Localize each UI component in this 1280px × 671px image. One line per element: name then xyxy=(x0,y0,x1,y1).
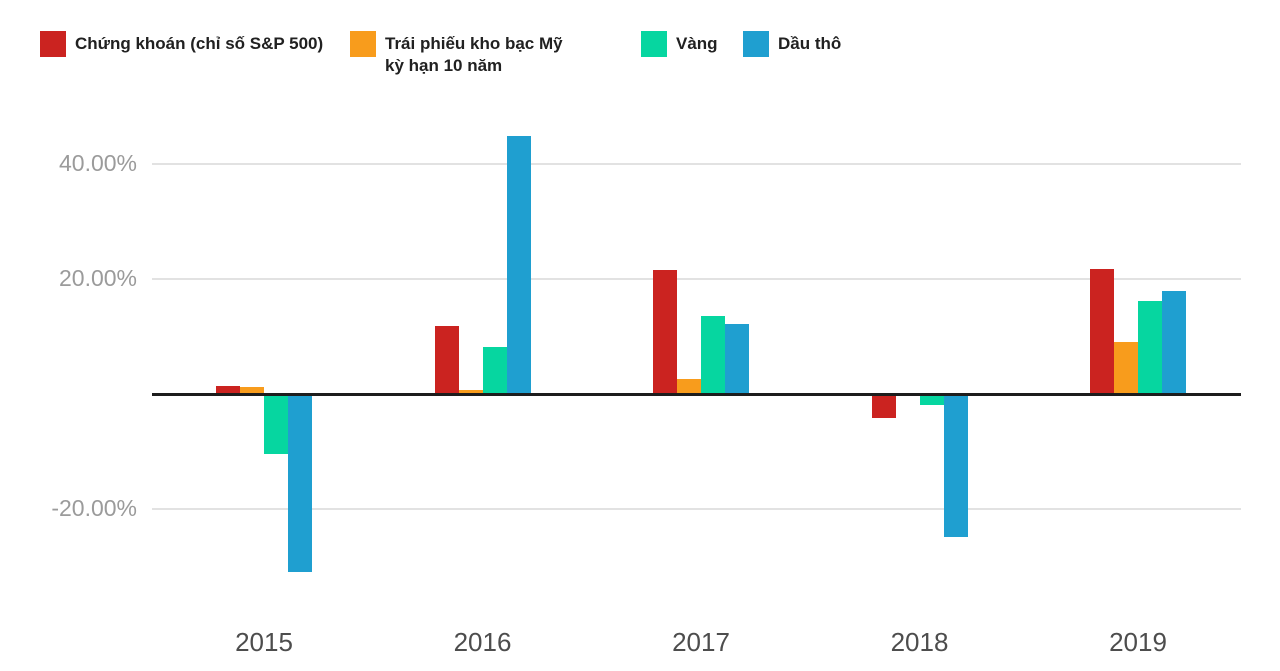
bar-2019-series-3[interactable] xyxy=(1162,291,1186,394)
bar-2015-series-0[interactable] xyxy=(216,385,240,394)
bar-2019-series-2[interactable] xyxy=(1138,301,1162,394)
x-axis-label-2015: 2015 xyxy=(235,627,293,657)
bar-2017-series-0[interactable] xyxy=(653,269,677,394)
x-axis-label-2017: 2017 xyxy=(672,627,730,657)
legend-item-label: Vàng xyxy=(676,34,718,53)
bar-2017-series-1[interactable] xyxy=(677,379,701,394)
y-axis-tick-label: 20.00% xyxy=(58,265,137,291)
x-axis-label-2016: 2016 xyxy=(453,627,512,657)
legend-item-2[interactable]: Vàng xyxy=(641,31,718,57)
gridline--20 xyxy=(152,508,1241,510)
legend-item-label: Trái phiếu kho bạc Mỹ kỳ hạn 10 năm xyxy=(385,34,563,75)
bar-2015-series-1[interactable] xyxy=(240,387,264,394)
bar-2018-series-3[interactable] xyxy=(943,394,968,537)
bar-2017-series-3[interactable] xyxy=(725,323,749,394)
legend-item-3[interactable]: Dầu thô xyxy=(743,31,841,57)
x-axis-zero-line xyxy=(152,392,1241,396)
bar-2019-series-1[interactable] xyxy=(1114,341,1138,394)
legend-item-label: Chứng khoán (chỉ số S&P 500) xyxy=(75,34,324,53)
gridline-40 xyxy=(152,163,1241,165)
bar-2015-series-2[interactable] xyxy=(264,394,288,454)
legend-item-0[interactable]: Chứng khoán (chỉ số S&P 500) xyxy=(40,31,323,57)
bar-2016-series-3[interactable] xyxy=(506,136,531,394)
legend-swatch-icon xyxy=(641,31,667,57)
legend-swatch-icon xyxy=(350,31,376,57)
legend-item-1[interactable]: Trái phiếu kho bạc Mỹ kỳ hạn 10 năm xyxy=(350,31,577,77)
bar-2019-series-0[interactable] xyxy=(1090,269,1114,394)
x-axis-label-2018: 2018 xyxy=(890,627,949,657)
bar-2016-series-0[interactable] xyxy=(434,325,459,394)
gridline-20 xyxy=(152,278,1241,280)
legend-swatch-icon xyxy=(40,31,66,57)
legend-item-label: Dầu thô xyxy=(778,34,842,53)
y-axis-tick-label: 40.00% xyxy=(58,150,137,176)
y-axis-tick-label: -20.00% xyxy=(51,495,137,521)
bar-2016-series-1[interactable] xyxy=(458,389,483,394)
legend-swatch-icon xyxy=(743,31,769,57)
bar-2016-series-2[interactable] xyxy=(482,346,507,394)
bar-2017-series-2[interactable] xyxy=(701,315,725,394)
bar-2015-series-3[interactable] xyxy=(288,394,312,572)
bar-2018-series-2[interactable] xyxy=(919,394,944,405)
bar-2018-series-0[interactable] xyxy=(871,394,896,419)
x-axis-label-2019: 2019 xyxy=(1109,627,1167,657)
